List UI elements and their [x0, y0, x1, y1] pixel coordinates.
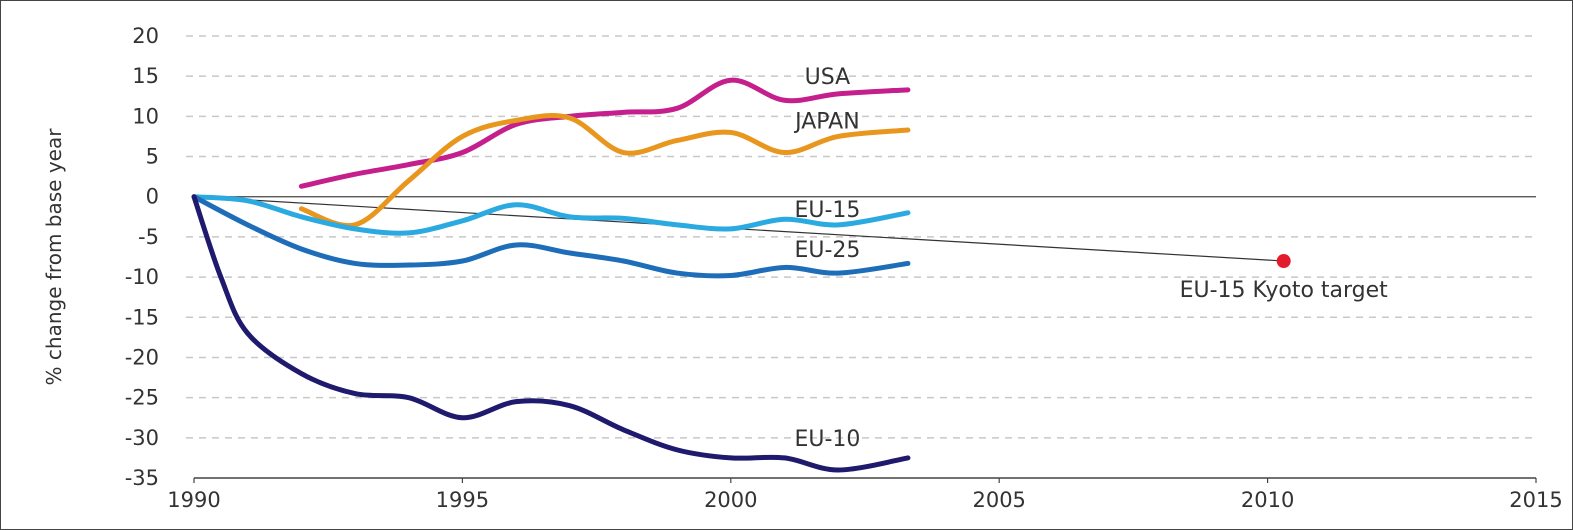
y-tick-label: -15 [125, 305, 159, 329]
x-tick-label: 2005 [972, 488, 1025, 512]
label-japan: JAPAN [793, 109, 860, 134]
series-labels: USA JAPAN EU-15 EU-25 EU-10 EU-15 Kyoto targe… [793, 65, 1388, 452]
label-eu-15-kyoto-target: EU-15 Kyoto target [1180, 278, 1389, 303]
y-tick-label: 20 [132, 24, 159, 48]
y-tick-label: -5 [138, 225, 159, 249]
x-tick-label: 2000 [704, 488, 757, 512]
y-tick-label: -10 [125, 265, 159, 289]
y-tick-label: 10 [132, 104, 159, 128]
y-tick-label: 0 [146, 185, 159, 209]
x-tick-label: 1990 [167, 488, 220, 512]
x-tick-label: 2010 [1241, 488, 1294, 512]
x-tick-label: 2015 [1509, 488, 1562, 512]
label-eu-15: EU-15 [794, 198, 860, 223]
y-tick-label: -25 [125, 386, 159, 410]
label-usa: USA [805, 65, 851, 90]
kyoto-target-point [1276, 254, 1291, 269]
y-axis-title: % change from base year [42, 128, 66, 386]
eu-25-line [191, 194, 911, 279]
series-lines [191, 77, 911, 473]
y-tick-label: 5 [146, 145, 159, 169]
kyoto-target [193, 196, 1291, 269]
gridlines [186, 35, 1536, 439]
y-tick-label: 15 [132, 64, 159, 88]
eu-10-line [191, 194, 911, 473]
y-tick-label: -20 [125, 345, 159, 369]
label-eu-10: EU-10 [794, 427, 860, 452]
japan-line [298, 113, 911, 229]
y-tick-label: -30 [125, 426, 159, 450]
x-tick-label: 1995 [436, 488, 489, 512]
y-tick-label: -35 [125, 466, 159, 490]
usa-line [298, 77, 911, 189]
label-eu-25: EU-25 [794, 238, 860, 263]
eu-15-line [191, 194, 911, 236]
